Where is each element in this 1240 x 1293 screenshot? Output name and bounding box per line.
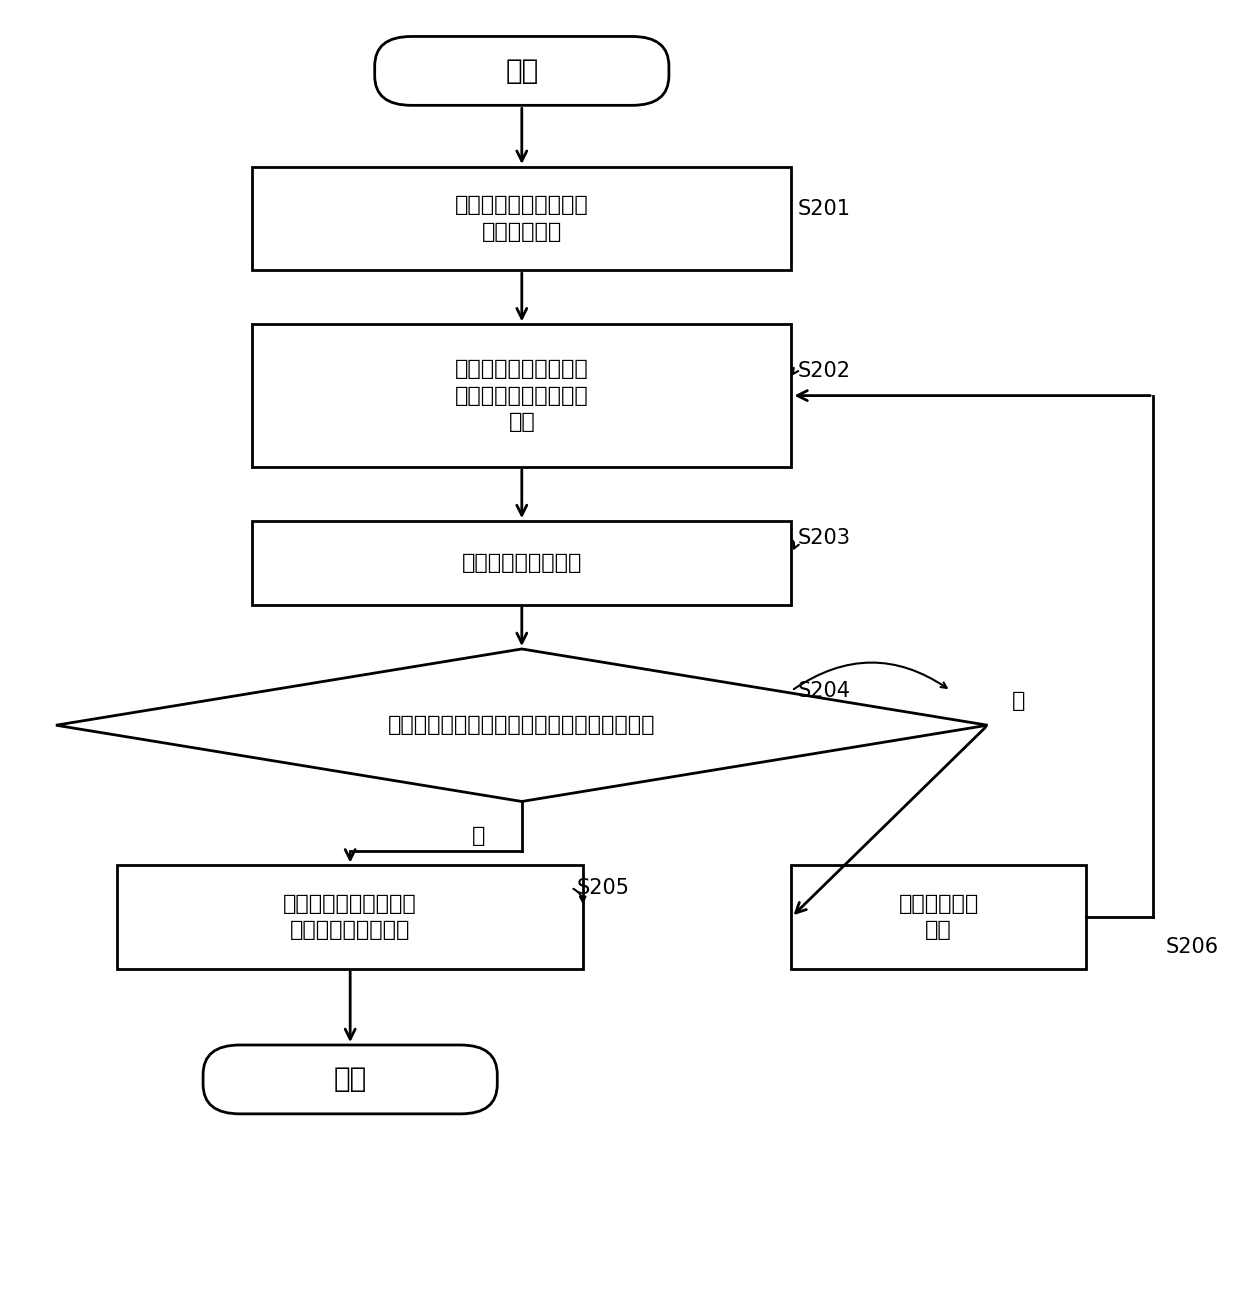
Text: 否: 否 bbox=[1012, 690, 1025, 711]
Text: S203: S203 bbox=[797, 529, 851, 548]
FancyBboxPatch shape bbox=[118, 865, 583, 968]
Polygon shape bbox=[56, 649, 987, 802]
FancyBboxPatch shape bbox=[252, 325, 791, 467]
FancyBboxPatch shape bbox=[374, 36, 668, 105]
FancyBboxPatch shape bbox=[252, 167, 791, 270]
FancyBboxPatch shape bbox=[791, 865, 1086, 968]
Text: 是: 是 bbox=[472, 826, 486, 846]
Text: 更新等效风预
设値: 更新等效风预 设値 bbox=[899, 893, 978, 940]
Text: S202: S202 bbox=[797, 361, 851, 381]
FancyBboxPatch shape bbox=[252, 521, 791, 605]
Text: 计算等效风速更新値: 计算等效风速更新値 bbox=[461, 553, 582, 573]
Text: S201: S201 bbox=[797, 199, 851, 219]
Text: 等效风速初値和等效风速更新値相差小于阈値: 等效风速初値和等效风速更新値相差小于阈値 bbox=[388, 715, 656, 736]
Text: S205: S205 bbox=[577, 878, 630, 897]
Text: 将等效风速更新値作为
迭代求解的等效风速: 将等效风速更新値作为 迭代求解的等效风速 bbox=[283, 893, 417, 940]
Text: 结束: 结束 bbox=[334, 1065, 367, 1094]
Text: S206: S206 bbox=[1166, 936, 1219, 957]
Text: 开始: 开始 bbox=[505, 57, 538, 85]
Text: 查询功率曲线，获得初
设等效风速値: 查询功率曲线，获得初 设等效风速値 bbox=[455, 195, 589, 242]
Text: 计算预设等效风速处的
气动转矩和气动转矩偏
导値: 计算预设等效风速处的 气动转矩和气动转矩偏 导値 bbox=[455, 359, 589, 432]
Text: S204: S204 bbox=[797, 681, 851, 701]
FancyBboxPatch shape bbox=[203, 1045, 497, 1113]
